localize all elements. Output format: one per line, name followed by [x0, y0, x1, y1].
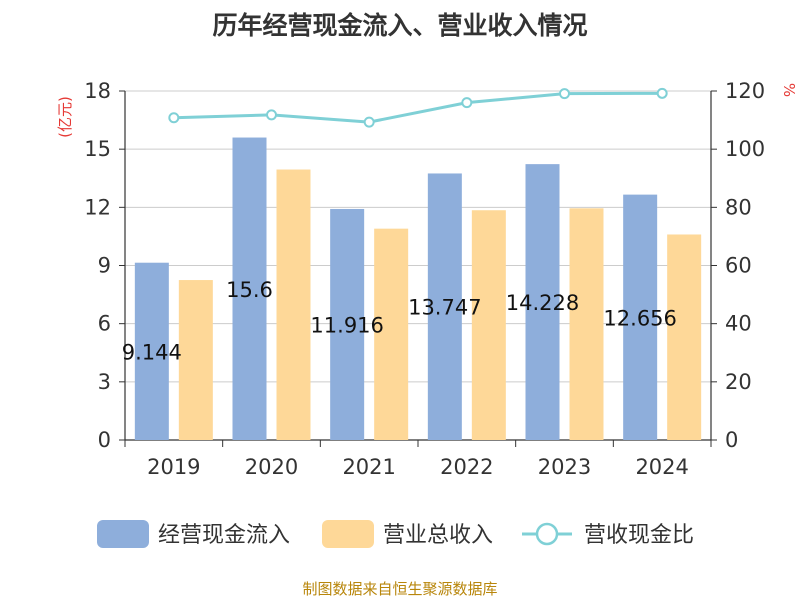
left-tick-label: 6	[98, 312, 111, 336]
left-tick-label: 0	[98, 428, 111, 452]
left-tick-label: 18	[84, 79, 111, 103]
data-label: 11.916	[310, 313, 383, 337]
line-point	[559, 88, 570, 100]
x-tick-label: 2024	[635, 455, 688, 479]
x-tick-label: 2023	[538, 455, 591, 479]
bar-cash-inflow	[330, 208, 365, 440]
line-point	[168, 112, 180, 124]
x-tick-label: 2020	[245, 455, 298, 479]
bar-cash-inflow	[134, 262, 169, 440]
right-tick-label: 80	[725, 195, 752, 219]
data-label: 9.144	[122, 340, 182, 364]
bar-revenue	[569, 208, 604, 440]
right-axis-unit: %	[780, 83, 798, 97]
legend-swatch-ratio-marker	[535, 522, 559, 546]
bar-cash-inflow	[427, 173, 462, 440]
data-label: 13.747	[408, 296, 481, 320]
line-point	[656, 87, 668, 99]
right-tick-label: 40	[725, 312, 752, 336]
data-label: 14.228	[506, 291, 579, 315]
right-tick-label: 100	[725, 137, 765, 161]
x-tick-label: 2021	[342, 455, 395, 479]
legend-swatch-revenue	[322, 520, 374, 548]
chart-title: 历年经营现金流入、营业收入情况	[212, 11, 588, 40]
legend-label-cash-inflow: 经营现金流入	[158, 523, 290, 548]
line-point	[363, 116, 375, 128]
left-axis-unit: (亿元)	[56, 96, 74, 138]
left-tick-label: 12	[84, 195, 111, 219]
bar-revenue	[667, 234, 702, 440]
legend-label-ratio: 营收现金比	[584, 523, 694, 548]
line-ratio	[173, 91, 663, 124]
source-note: 制图数据来自恒生聚源数据库	[302, 580, 498, 598]
left-tick-label: 15	[84, 137, 111, 161]
line-point	[461, 97, 473, 109]
bar-revenue	[374, 228, 409, 440]
legend-swatch-cash-inflow	[97, 520, 149, 548]
right-tick-label: 0	[725, 428, 738, 452]
bar-cash-inflow	[525, 164, 560, 440]
right-tick-label: 120	[725, 79, 765, 103]
line-point	[266, 109, 277, 121]
bar-cash-inflow	[232, 137, 267, 441]
x-tick-label: 2022	[440, 455, 493, 479]
x-tick-label: 2019	[147, 455, 200, 479]
legend-label-revenue: 营业总收入	[383, 523, 493, 548]
right-tick-label: 60	[725, 254, 752, 278]
bar-revenue	[276, 169, 311, 440]
left-tick-label: 3	[98, 370, 111, 394]
bar-revenue	[471, 210, 506, 440]
data-label: 12.656	[603, 306, 676, 330]
bar-cash-inflow	[623, 194, 658, 440]
bar-revenue	[178, 280, 213, 440]
data-label: 15.6	[226, 278, 273, 302]
right-tick-label: 20	[725, 370, 752, 394]
left-tick-label: 9	[98, 254, 111, 278]
